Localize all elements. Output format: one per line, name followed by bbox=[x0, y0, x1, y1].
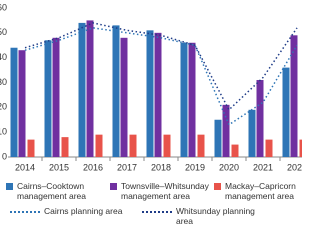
y-tick-label: 30 bbox=[0, 77, 7, 87]
legend-label: Townsville–Whitsunday management area bbox=[121, 181, 209, 201]
x-tick-label: 2014 bbox=[15, 162, 35, 172]
bar bbox=[44, 40, 52, 157]
page: 0 10 20 30 40 50 60 2014 2015 2016 2017 2018 2019 202… bbox=[0, 2, 302, 226]
x-tick-label: 2017 bbox=[117, 162, 137, 172]
bar bbox=[61, 137, 69, 157]
y-tick-label: 10 bbox=[0, 127, 7, 137]
bar bbox=[112, 25, 120, 158]
bar bbox=[180, 42, 188, 158]
legend-label: Cairns planning area bbox=[44, 206, 123, 216]
bar bbox=[188, 42, 196, 158]
bar bbox=[222, 104, 230, 157]
bar bbox=[10, 47, 18, 157]
legend-swatch bbox=[6, 183, 13, 190]
bar bbox=[214, 119, 222, 157]
bar bbox=[290, 35, 298, 157]
legend-item: Mackay–Capricorn management area bbox=[214, 181, 314, 201]
y-tick-label: 40 bbox=[0, 52, 7, 62]
y-tick-label: 20 bbox=[0, 102, 7, 112]
bar bbox=[256, 80, 264, 157]
bar bbox=[231, 144, 239, 157]
bar bbox=[248, 109, 256, 157]
trend-line bbox=[24, 22, 298, 112]
bar bbox=[282, 67, 290, 157]
bar bbox=[129, 134, 137, 157]
y-tick-label: 50 bbox=[0, 27, 7, 37]
bar bbox=[163, 134, 171, 157]
legend-swatch bbox=[10, 211, 40, 213]
legend-swatch bbox=[142, 211, 172, 213]
bar bbox=[18, 50, 26, 157]
bar bbox=[52, 37, 60, 157]
legend-item: Whitsunday planning area bbox=[142, 206, 272, 226]
legend-item: Townsville–Whitsunday management area bbox=[110, 181, 210, 201]
legend-swatch bbox=[214, 183, 221, 190]
legend-swatch bbox=[110, 183, 117, 190]
x-tick-label: 2022 bbox=[287, 162, 302, 172]
x-tick-label: 2016 bbox=[83, 162, 103, 172]
bar bbox=[95, 134, 103, 157]
x-tick-label: 2018 bbox=[151, 162, 171, 172]
x-tick-label: 2020 bbox=[219, 162, 239, 172]
x-tick-label: 2019 bbox=[185, 162, 205, 172]
x-tick-label: 2021 bbox=[253, 162, 273, 172]
bar bbox=[265, 139, 273, 157]
bar bbox=[299, 139, 302, 157]
bar bbox=[78, 22, 86, 158]
legend-item: Cairns planning area bbox=[10, 206, 140, 216]
x-tick-label: 2015 bbox=[49, 162, 69, 172]
legend-label: Cairns–Cooktown management area bbox=[17, 181, 86, 201]
trend-line bbox=[24, 27, 298, 126]
legend-item: Cairns–Cooktown management area bbox=[6, 181, 106, 201]
legend-label: Mackay–Capricorn management area bbox=[225, 181, 296, 201]
bar bbox=[120, 37, 128, 157]
y-tick-label: 0 bbox=[2, 151, 7, 161]
y-tick-label: 60 bbox=[0, 2, 7, 12]
legend-label: Whitsunday planning area bbox=[176, 206, 255, 226]
bar bbox=[86, 20, 94, 157]
bar bbox=[197, 134, 205, 157]
bar bbox=[27, 139, 35, 157]
chart: 0 10 20 30 40 50 60 2014 2015 2016 2017 2018 2019 202… bbox=[0, 2, 302, 172]
bar bbox=[154, 32, 162, 158]
bar bbox=[146, 30, 154, 158]
